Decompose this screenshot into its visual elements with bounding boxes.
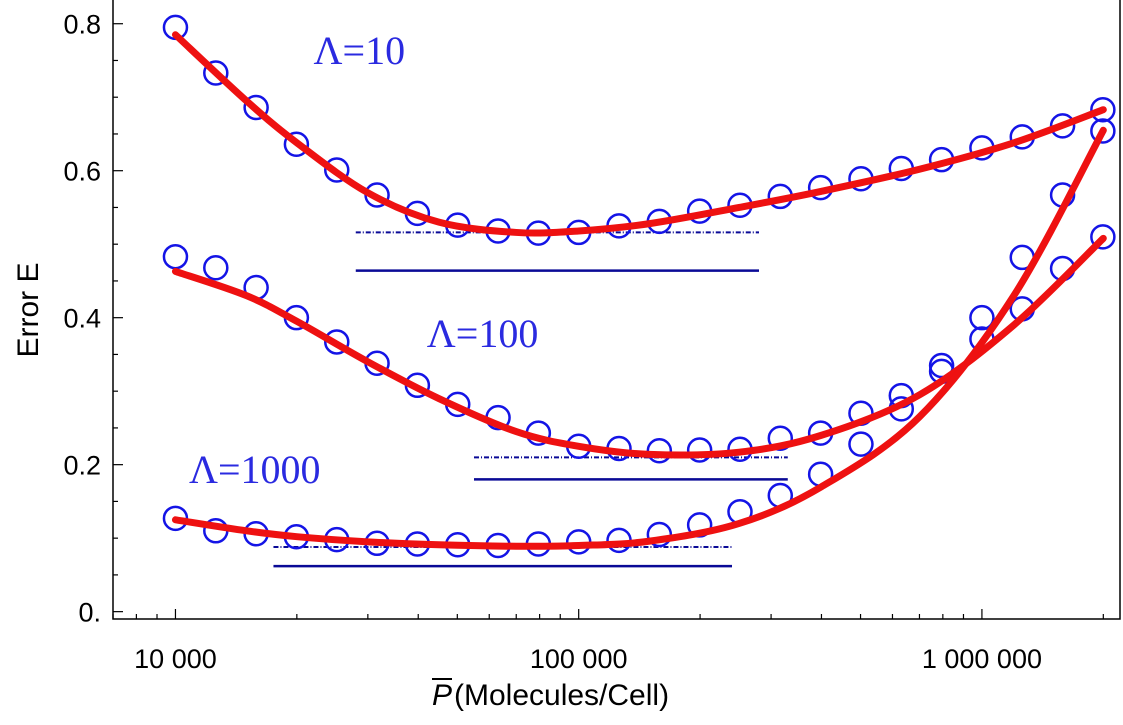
data-point xyxy=(848,431,874,457)
data-point xyxy=(162,243,189,270)
data-point xyxy=(646,437,673,464)
data-point xyxy=(203,60,229,86)
y-axis-title: Error E xyxy=(12,262,45,357)
x-tick-label: 10 000 xyxy=(134,644,217,674)
fit-curve xyxy=(171,234,1107,459)
series-label: Λ=1000 xyxy=(189,447,321,492)
data-point xyxy=(1090,118,1116,144)
reference-lines-layer xyxy=(273,231,788,568)
series-label: Λ=100 xyxy=(427,311,539,356)
fit-curves-layer xyxy=(171,31,1107,550)
data-point xyxy=(767,425,794,451)
series-label: Λ=10 xyxy=(314,28,406,73)
x-axis-title-symbol: P xyxy=(432,679,452,712)
x-axis-title: P (Molecules/Cell) xyxy=(432,678,669,712)
series-labels-layer: Λ=10 Λ=100 Λ=1000 xyxy=(189,28,538,492)
data-point xyxy=(243,94,269,121)
data-point xyxy=(324,157,350,183)
x-axis-title-units: (Molecules/Cell) xyxy=(454,679,669,712)
data-point xyxy=(203,254,229,281)
y-tick-label: 0.6 xyxy=(63,157,101,187)
data-point xyxy=(686,437,713,463)
y-tick-label: 0.8 xyxy=(63,10,101,40)
data-point xyxy=(1090,96,1116,123)
plot-frame xyxy=(112,0,1121,620)
fit-curve xyxy=(171,126,1107,550)
y-tick-label: 0.2 xyxy=(63,451,101,481)
x-tick-label: 100 000 xyxy=(530,644,628,674)
fit-curve xyxy=(171,31,1107,237)
axes-layer: 10 000 100 000 1 000 000 0. 0.2 0.4 0.6 0.8 xyxy=(63,10,1104,674)
x-tick-label: 1 000 000 xyxy=(922,644,1042,674)
y-tick-label: 0.4 xyxy=(63,304,101,334)
data-point xyxy=(324,329,350,355)
data-point xyxy=(969,304,995,331)
data-point xyxy=(283,131,310,157)
y-tick-label: 0. xyxy=(78,598,101,628)
data-point xyxy=(1090,224,1116,250)
